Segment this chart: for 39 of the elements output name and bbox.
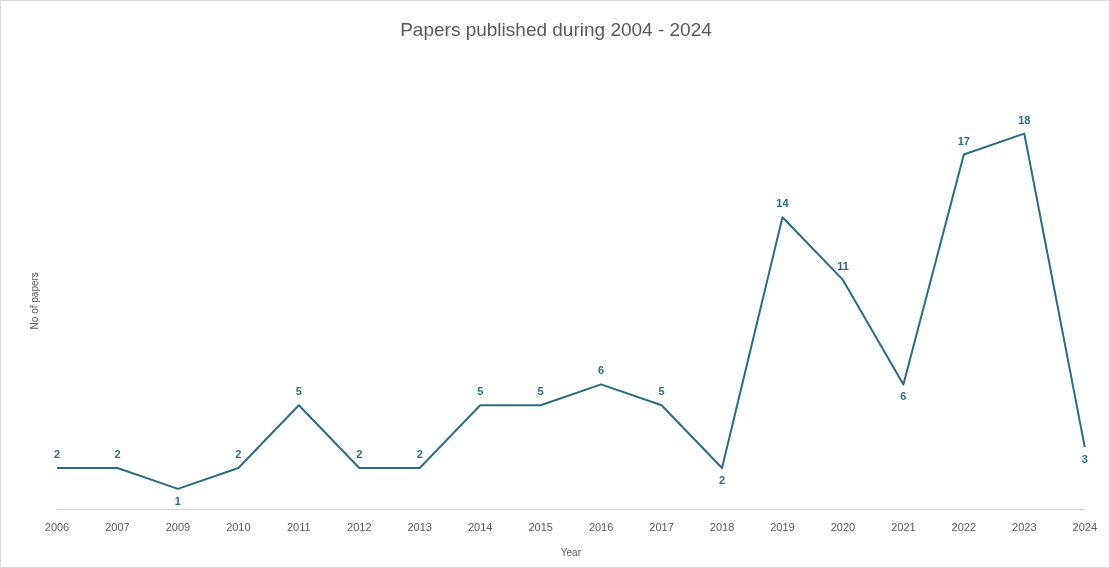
x-tick-label: 2009 [165, 521, 191, 534]
x-tick-label: 2014 [467, 521, 493, 534]
x-tick-label: 2020 [830, 521, 856, 534]
data-label: 5 [477, 385, 484, 398]
x-tick-label: 2023 [1012, 521, 1037, 534]
x-tick-label: 2022 [951, 521, 977, 534]
data-label: 2 [718, 474, 726, 487]
data-label: 6 [598, 364, 605, 377]
x-tick-label: 2016 [588, 521, 614, 534]
data-label: 6 [900, 390, 907, 403]
data-label: 1 [174, 494, 181, 507]
chart-title: Papers published during 2004 - 2024 [400, 18, 713, 40]
x-axis-title: Year [560, 546, 582, 558]
x-tick-label: 2024 [1072, 521, 1098, 534]
x-tick-label: 2007 [105, 521, 130, 534]
data-label: 11 [837, 259, 849, 272]
x-tick-label: 2017 [649, 521, 674, 534]
data-label: 5 [658, 385, 665, 398]
y-axis-title: No of papers [28, 272, 40, 330]
x-tick-label: 2012 [347, 521, 372, 534]
data-label: 2 [114, 448, 121, 461]
data-label: 17 [957, 134, 970, 147]
x-tick-label: 2010 [226, 521, 251, 534]
x-tick-label: 2006 [44, 521, 70, 534]
x-tick-label: 2011 [287, 521, 311, 534]
x-tick-label: 2018 [709, 521, 735, 534]
data-label: 2 [235, 448, 242, 461]
data-label: 2 [53, 448, 61, 461]
data-label: 2 [356, 448, 363, 461]
x-tick-label: 2019 [770, 521, 795, 534]
x-tick-label: 2013 [407, 521, 432, 534]
data-label: 5 [537, 385, 544, 398]
data-label: 3 [1081, 453, 1088, 466]
x-tick-label: 2021 [891, 521, 916, 534]
data-label: 5 [295, 385, 302, 398]
data-label: 18 [1018, 113, 1031, 126]
data-label: 14 [776, 197, 790, 210]
data-label: 2 [416, 448, 423, 461]
x-tick-label: 2015 [528, 521, 553, 534]
